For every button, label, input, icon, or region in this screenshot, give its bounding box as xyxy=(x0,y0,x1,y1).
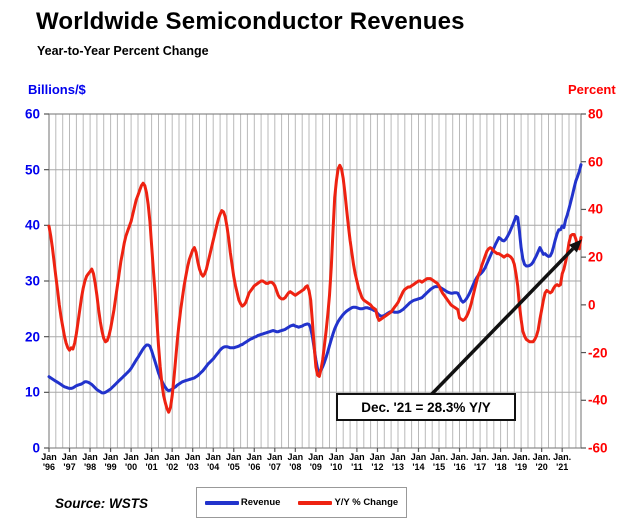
x-tick-96: Jan '96 xyxy=(41,452,57,472)
revenue-line-swatch xyxy=(204,500,239,505)
legend-item-yoy: Y/Y % Change xyxy=(298,497,398,508)
right-tick-0: 0 xyxy=(588,297,596,313)
x-tick-02: Jan '02 xyxy=(164,452,180,472)
chart-subtitle: Year-to-Year Percent Change xyxy=(37,44,209,58)
x-tick-15: Jan. '15 xyxy=(430,452,449,472)
right-tick--60: -60 xyxy=(588,440,608,456)
x-tick-05: Jan '05 xyxy=(225,452,242,472)
x-tick-07: Jan '07 xyxy=(267,452,283,472)
x-tick-08: Jan '08 xyxy=(287,452,304,472)
left-tick-30: 30 xyxy=(24,273,40,289)
chart-title: Worldwide Semiconductor Revenues xyxy=(36,8,465,35)
x-tick-03: Jan '03 xyxy=(184,452,201,472)
data-callout-box: Dec. '21 = 28.3% Y/Y xyxy=(336,393,516,421)
x-tick-01: Jan '01 xyxy=(143,452,160,472)
source-note: Source: WSTS xyxy=(55,496,149,511)
right-tick--40: -40 xyxy=(588,392,608,408)
left-tick-0: 0 xyxy=(32,440,40,456)
x-tick-09: Jan '09 xyxy=(308,452,324,472)
right-tick-20: 20 xyxy=(588,249,604,265)
right-tick-80: 80 xyxy=(588,106,604,122)
left-tick-50: 50 xyxy=(24,162,40,178)
x-tick-11: Jan '11 xyxy=(349,452,365,472)
left-tick-40: 40 xyxy=(24,217,40,233)
x-tick-13: Jan '13 xyxy=(390,452,406,472)
left-tick-10: 10 xyxy=(24,384,40,400)
x-tick-10: Jan '10 xyxy=(328,452,345,472)
x-tick-99: Jan '99 xyxy=(102,452,119,472)
right-tick--20: -20 xyxy=(588,345,608,361)
callout-arrow xyxy=(426,247,575,400)
x-tick-14: Jan '14 xyxy=(410,452,427,472)
left-tick-60: 60 xyxy=(24,106,40,122)
x-tick-12: Jan '12 xyxy=(369,452,386,472)
right-axis-title: Percent xyxy=(568,82,616,97)
legend-label-yoy: Y/Y % Change xyxy=(334,497,399,508)
legend-item-revenue: Revenue xyxy=(204,497,281,508)
right-tick-60: 60 xyxy=(588,154,604,170)
left-axis-title: Billions/$ xyxy=(28,82,86,97)
x-tick-16: Jan. '16 xyxy=(450,452,469,472)
x-tick-06: Jan '06 xyxy=(246,452,263,472)
callout-arrowhead xyxy=(568,239,582,253)
x-tick-18: Jan. '18 xyxy=(491,452,510,472)
right-tick-40: 40 xyxy=(588,201,604,217)
x-tick-04: Jan '04 xyxy=(205,452,221,472)
yoy-line xyxy=(47,163,583,414)
left-tick-20: 20 xyxy=(24,329,40,345)
x-tick-21: Jan. '21 xyxy=(553,452,572,472)
data-callout-text: Dec. '21 = 28.3% Y/Y xyxy=(361,399,491,415)
x-tick-17: Jan. '17 xyxy=(471,452,490,472)
yoy-line-swatch xyxy=(298,500,333,505)
x-tick-20: Jan. '20 xyxy=(532,452,551,472)
legend-box: Revenue Y/Y % Change xyxy=(196,487,407,518)
x-tick-97: Jan '97 xyxy=(61,452,78,472)
x-tick-00: Jan '00 xyxy=(123,452,139,472)
legend-label-revenue: Revenue xyxy=(240,497,281,508)
x-tick-19: Jan. '19 xyxy=(512,452,531,472)
x-tick-98: Jan '98 xyxy=(82,452,98,472)
